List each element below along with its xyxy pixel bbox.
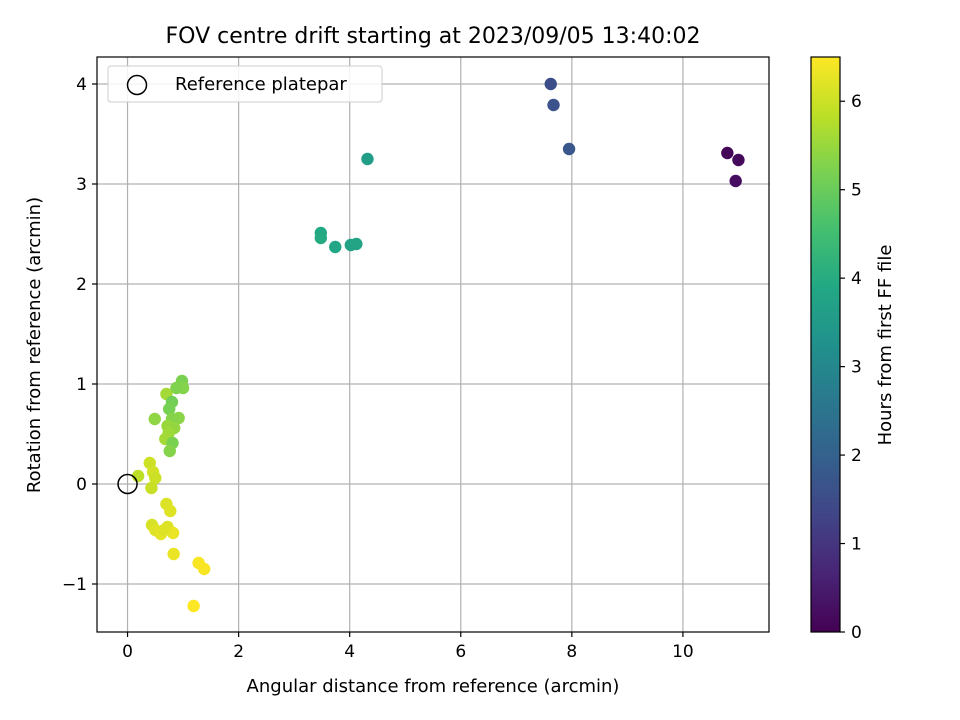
colorbar-tick-label: 6 bbox=[851, 92, 862, 112]
x-axis-label: Angular distance from reference (arcmin) bbox=[247, 676, 620, 697]
data-point bbox=[350, 237, 363, 251]
data-point bbox=[721, 146, 734, 160]
scatter-points bbox=[131, 77, 745, 613]
data-point bbox=[145, 481, 158, 495]
x-tick-label: 2 bbox=[233, 642, 244, 662]
legend: Reference platepar bbox=[107, 65, 383, 103]
legend-reference-marker bbox=[126, 74, 148, 96]
colorbar-tick-label: 5 bbox=[851, 181, 862, 201]
colorbar-label: Hours from first FF file bbox=[875, 245, 896, 446]
data-point bbox=[170, 381, 183, 395]
colorbar-tick-label: 1 bbox=[851, 535, 862, 555]
data-point bbox=[187, 599, 200, 613]
data-point bbox=[162, 402, 176, 416]
data-point bbox=[149, 471, 162, 485]
data-point bbox=[547, 98, 560, 112]
x-tick-label: 6 bbox=[455, 642, 466, 662]
chart-title: FOV centre drift starting at 2023/09/05 … bbox=[166, 24, 701, 49]
data-point bbox=[164, 504, 177, 518]
colorbar-frame bbox=[810, 56, 841, 633]
x-tick-label: 8 bbox=[566, 642, 577, 662]
colorbar-tick-label: 0 bbox=[851, 623, 862, 643]
reference-marker bbox=[117, 473, 138, 495]
colorbar-tick-label: 2 bbox=[851, 446, 862, 466]
grid-lines bbox=[97, 57, 769, 632]
y-axis-ticks: −1 0 1 2 3 4 bbox=[62, 75, 97, 595]
colorbar-fill bbox=[811, 57, 840, 632]
data-point bbox=[544, 77, 557, 91]
y-axis-label: Rotation from reference (arcmin) bbox=[24, 197, 45, 493]
colorbar-tick-label: 4 bbox=[851, 269, 862, 289]
plot-frame bbox=[96, 56, 770, 633]
data-point bbox=[197, 562, 211, 576]
reference-platepar-marker bbox=[117, 473, 138, 495]
legend-entry-label: Reference platepar bbox=[175, 74, 347, 95]
data-point bbox=[163, 444, 176, 458]
data-point bbox=[148, 412, 161, 426]
legend-box bbox=[107, 65, 383, 103]
x-tick-label: 0 bbox=[122, 642, 133, 662]
y-tick-label: 0 bbox=[76, 475, 87, 495]
x-tick-label: 4 bbox=[344, 642, 355, 662]
x-axis-ticks: 0 2 4 6 8 10 bbox=[122, 632, 694, 662]
data-point bbox=[732, 153, 745, 167]
data-point bbox=[562, 142, 576, 156]
data-point bbox=[329, 240, 342, 254]
y-tick-label: 4 bbox=[76, 75, 87, 95]
data-point bbox=[729, 174, 742, 188]
y-tick-label: −1 bbox=[62, 575, 87, 595]
data-point bbox=[361, 152, 374, 166]
data-point bbox=[158, 523, 171, 537]
colorbar-ticks: 0 1 2 3 4 5 6 bbox=[840, 92, 862, 643]
y-tick-label: 1 bbox=[76, 375, 87, 395]
y-tick-label: 3 bbox=[76, 175, 87, 195]
data-point bbox=[314, 231, 328, 245]
data-point bbox=[167, 547, 180, 561]
x-tick-label: 10 bbox=[672, 642, 694, 662]
colorbar-tick-label: 3 bbox=[851, 358, 862, 378]
y-tick-label: 2 bbox=[76, 275, 87, 295]
colorbar: 0 1 2 3 4 5 6 Hours from first FF file bbox=[810, 56, 896, 643]
